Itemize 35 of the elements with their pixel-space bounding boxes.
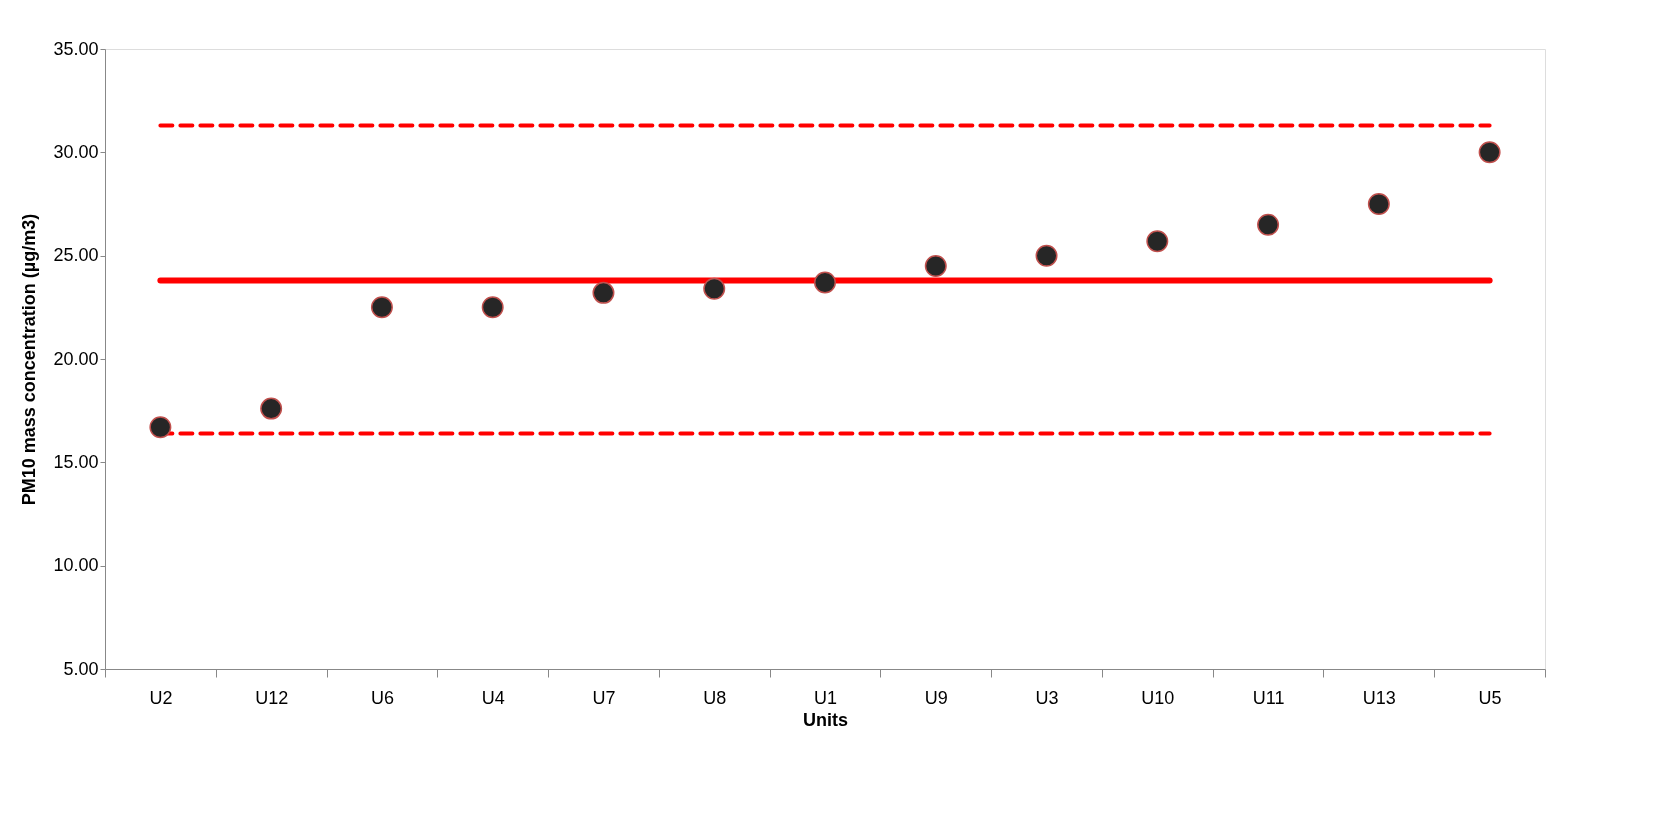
x-axis-title: Units: [803, 709, 848, 730]
y-tick-label: 20.00: [53, 348, 99, 369]
y-tick-label: 25.00: [53, 245, 99, 266]
point: [481, 296, 504, 319]
x-tick-label: U13: [1362, 687, 1396, 708]
point: [260, 397, 283, 420]
x-tick-label: U5: [1478, 687, 1502, 708]
x-tick-label: U4: [481, 687, 505, 708]
y-tick-label: 10.00: [53, 555, 99, 576]
point: [592, 281, 615, 304]
point: [703, 277, 726, 300]
y-tick-label: 30.00: [53, 141, 99, 162]
point: [924, 255, 947, 277]
x-tick-label: U8: [703, 687, 727, 708]
point: [1035, 244, 1058, 267]
x-tick-label: U9: [924, 687, 948, 708]
x-tick-label: U2: [149, 687, 173, 708]
y-axis-title: PM10 mass concentration (µg/m3): [19, 213, 40, 506]
y-tick-label: 5.00: [63, 658, 99, 679]
x-tick-label: U12: [255, 687, 289, 708]
y-tick-label: 35.00: [53, 38, 99, 59]
x-tick-label: U1: [813, 687, 838, 708]
x-tick-label: U10: [1141, 687, 1175, 708]
point: [1478, 141, 1501, 164]
point: [814, 271, 836, 294]
y-tick-label: 15.00: [53, 451, 99, 472]
point: [370, 296, 393, 319]
x-tick-label: U11: [1252, 687, 1285, 708]
point: [1257, 213, 1280, 236]
x-tick-label: U7: [592, 687, 616, 708]
x-tick-label: U6: [370, 687, 394, 708]
point: [149, 416, 172, 439]
x-tick-label: U3: [1035, 687, 1059, 708]
point: [1367, 193, 1390, 215]
point: [1146, 230, 1169, 253]
